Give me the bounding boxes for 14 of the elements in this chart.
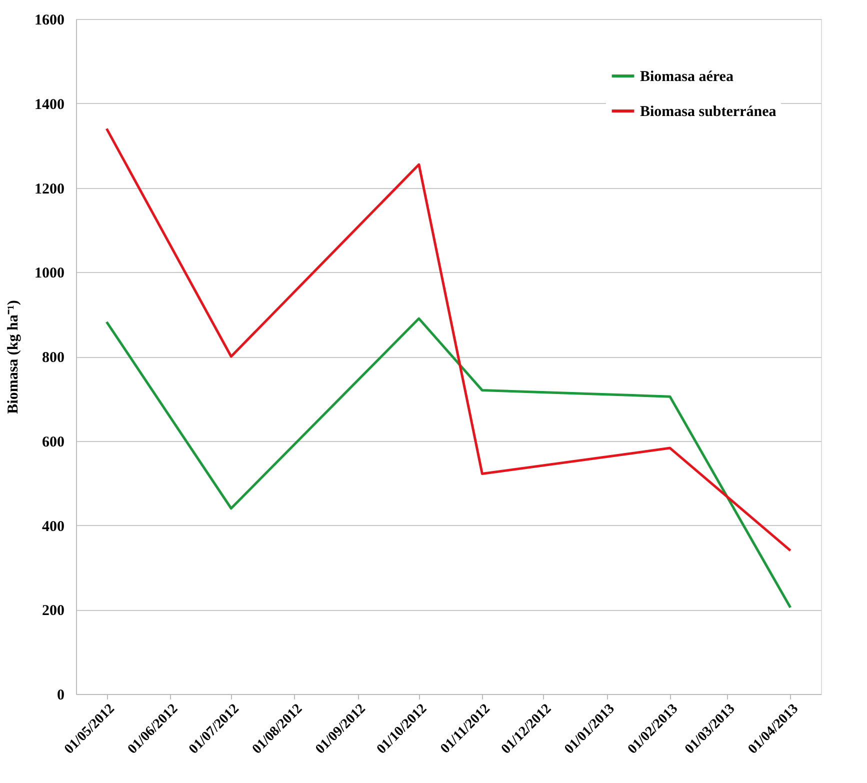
y-tick-label: 1600 [34,12,64,28]
y-tick-label: 200 [42,603,64,620]
line-series [105,317,792,609]
legend-label: Biomasa aérea [640,69,734,85]
y-tick-label: 0 [57,688,64,704]
y-tick-label: 1400 [34,96,64,113]
y-tick-label: 1200 [34,181,64,198]
y-tick-label: 800 [42,350,64,366]
y-tick-label: 400 [42,518,64,535]
legend-label: Biomasa subterránea [640,104,777,120]
y-axis-title: Biomasa (kg ha⁻¹) [6,300,22,414]
y-tick-label: 600 [42,434,64,450]
y-tick-label: 1000 [34,266,64,282]
line-series [105,127,792,552]
